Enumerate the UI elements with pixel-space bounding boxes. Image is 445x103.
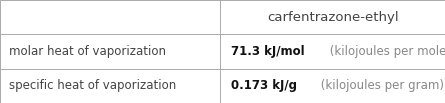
Text: (kilojoules per gram): (kilojoules per gram) — [316, 79, 444, 92]
Text: carfentrazone-ethyl: carfentrazone-ethyl — [267, 11, 398, 24]
Text: 71.3 kJ/mol: 71.3 kJ/mol — [231, 45, 305, 58]
Text: molar heat of vaporization: molar heat of vaporization — [9, 45, 166, 58]
Text: specific heat of vaporization: specific heat of vaporization — [9, 79, 176, 92]
Text: 0.173 kJ/g: 0.173 kJ/g — [231, 79, 297, 92]
Text: (kilojoules per mole): (kilojoules per mole) — [326, 45, 445, 58]
